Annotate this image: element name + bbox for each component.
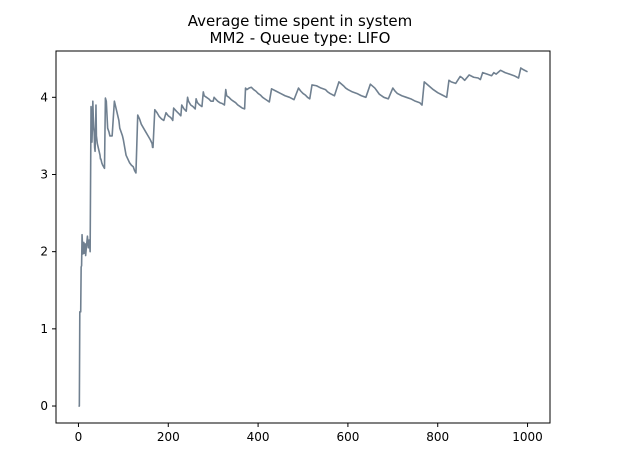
y-tick-label: 3 bbox=[40, 167, 48, 181]
y-tick-label: 1 bbox=[40, 322, 48, 336]
x-axis: 0 200 400 600 800 1000 bbox=[75, 423, 543, 444]
x-tick-label: 200 bbox=[157, 430, 180, 444]
series-line-average-time bbox=[78, 67, 528, 407]
y-axis: 0 1 2 3 4 bbox=[40, 90, 56, 413]
x-tick-label: 0 bbox=[75, 430, 83, 444]
x-tick-label: 600 bbox=[336, 430, 359, 444]
y-tick-label: 4 bbox=[40, 90, 48, 104]
chart-title: Average time spent in system bbox=[188, 12, 412, 30]
x-tick-label: 1000 bbox=[512, 430, 543, 444]
axes-frame bbox=[55, 50, 551, 424]
x-tick-label: 800 bbox=[426, 430, 449, 444]
plot-area bbox=[78, 67, 528, 407]
y-tick-label: 0 bbox=[40, 399, 48, 413]
x-tick-label: 400 bbox=[247, 430, 270, 444]
chart-subtitle: MM2 - Queue type: LIFO bbox=[210, 29, 391, 47]
y-tick-label: 2 bbox=[40, 245, 48, 259]
